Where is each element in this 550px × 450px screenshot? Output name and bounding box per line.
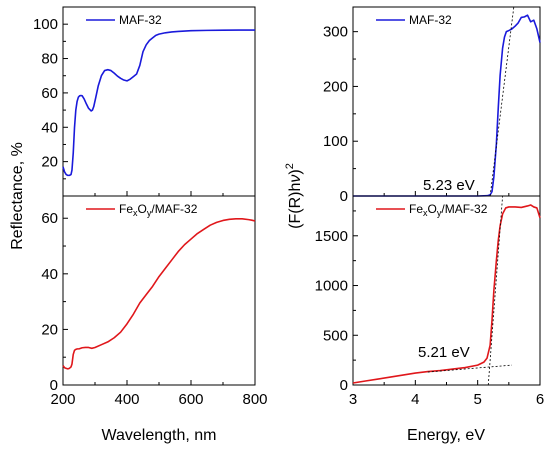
y-tick-label: 60 <box>41 210 58 227</box>
series-group <box>353 6 541 197</box>
legend-o: O <box>138 202 147 216</box>
legend: FexOy/MAF-32 <box>376 202 488 218</box>
legend-tail: /MAF-32 <box>441 202 487 216</box>
bandgap-annotation-maf32: 5.23 eV <box>423 177 475 194</box>
right-x-axis-title: Energy, eV <box>407 427 485 444</box>
y-tick-label: 1000 <box>315 278 348 295</box>
legend-label-fexoy: FexOy/MAF-32 <box>119 202 198 218</box>
y-tick-label: 40 <box>41 119 58 136</box>
legend-fe: Fe <box>119 202 133 216</box>
tick-group: 0 500 1000 1500 3 4 5 6 <box>315 210 544 408</box>
x-tick-label: 5 <box>473 391 481 408</box>
x-tick-label: 3 <box>349 391 357 408</box>
right-y-axis-title: (F(R)hν)2 <box>284 163 304 229</box>
legend-fe: Fe <box>409 202 423 216</box>
tick-group: 0 20 40 60 200 400 600 800 <box>41 210 267 408</box>
x-tick-label: 6 <box>536 391 544 408</box>
ylabel-close: ) <box>287 169 304 174</box>
series-group <box>62 29 255 177</box>
y-tick-label: 0 <box>50 377 58 394</box>
legend-label-maf32: MAF-32 <box>119 13 162 27</box>
series-line <box>352 204 541 384</box>
y-tick-label: 500 <box>323 327 348 344</box>
series-group <box>352 195 541 386</box>
x-tick-label: 4 <box>411 391 419 408</box>
x-tick-label: 400 <box>114 391 139 408</box>
legend-sub-x: x <box>423 208 428 218</box>
y-tick-label: 40 <box>41 266 58 283</box>
legend-o: O <box>428 202 437 216</box>
y-tick-label: 0 <box>340 377 348 394</box>
legend-tail: /MAF-32 <box>151 202 197 216</box>
legend-label-fexoy: FexOy/MAF-32 <box>409 202 488 218</box>
y-tick-label: 300 <box>323 24 348 41</box>
ylabel-sup: 2 <box>284 163 296 169</box>
y-tick-label: 80 <box>41 51 58 68</box>
left-x-axis-title: Wavelength, nm <box>101 427 216 444</box>
series-group <box>62 217 256 370</box>
x-tick-label: 800 <box>242 391 267 408</box>
tick-group: 0 100 200 300 <box>323 24 541 205</box>
plot-frame <box>352 6 541 197</box>
tangent-line <box>487 195 503 386</box>
y-tick-label: 20 <box>41 321 58 338</box>
y-tick-label: 20 <box>41 154 58 171</box>
y-tick-label: 1500 <box>315 228 348 245</box>
left-panel-top: 20 40 60 80 100 MAF-32 <box>33 6 256 197</box>
bandgap-annotation-fexoy: 5.21 eV <box>418 344 470 361</box>
legend-sub-x: x <box>133 208 138 218</box>
legend-sub-y: y <box>437 208 442 218</box>
legend: MAF-32 <box>86 13 162 27</box>
y-tick-label: 200 <box>323 78 348 95</box>
series-line <box>62 29 255 177</box>
y-tick-label: 100 <box>323 133 348 150</box>
left-panel-bottom: 0 20 40 60 200 400 600 800 FexOy/MAF-32 <box>41 195 268 408</box>
series-line <box>353 14 541 197</box>
series-line <box>62 217 256 370</box>
right-panel-bottom: 0 500 1000 1500 3 4 5 6 FexOy/MAF-32 5.21 eV <box>315 195 544 408</box>
x-tick-label: 200 <box>50 391 75 408</box>
y-tick-label: 0 <box>340 188 348 205</box>
legend: FexOy/MAF-32 <box>86 202 198 218</box>
tangent-line <box>489 6 515 197</box>
left-y-axis-title: Reflectance, % <box>9 142 26 250</box>
legend: MAF-32 <box>376 13 452 27</box>
y-tick-label: 60 <box>41 85 58 102</box>
right-panel-top: 0 100 200 300 MAF-32 5.23 eV <box>323 6 541 205</box>
plot-frame <box>62 195 256 386</box>
plot-frame <box>62 6 256 197</box>
tick-group: 20 40 60 80 100 <box>33 16 256 196</box>
ylabel-base: (F(R)h <box>287 183 304 229</box>
ylabel-nu: ν <box>287 175 304 183</box>
y-tick-label: 100 <box>33 16 58 33</box>
legend-sub-y: y <box>147 208 152 218</box>
x-tick-label: 600 <box>178 391 203 408</box>
legend-label-maf32: MAF-32 <box>409 13 452 27</box>
